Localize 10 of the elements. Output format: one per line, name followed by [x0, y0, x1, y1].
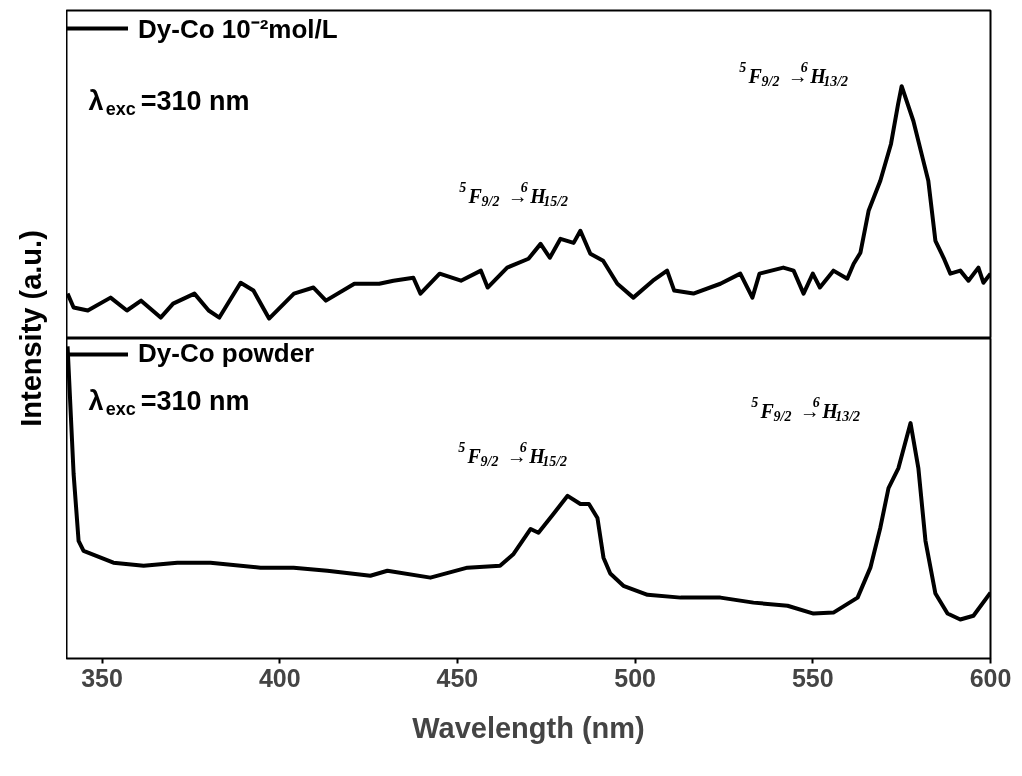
x-tick-label: 350: [81, 663, 123, 692]
x-tick-label: 600: [969, 663, 1012, 692]
legend-label: Dy-Co 10⁻²mol/L: [138, 13, 338, 46]
x-tick-label: 500: [614, 663, 656, 692]
x-tick-label: 550: [791, 663, 834, 692]
y-axis-title: Intensity (a.u.): [14, 230, 47, 427]
legend-label: Dy-Co powder: [138, 338, 315, 369]
x-tick-label: 450: [436, 663, 479, 692]
x-tick-label: 400: [258, 663, 301, 692]
x-axis-title: Wavelength (nm): [412, 711, 645, 744]
